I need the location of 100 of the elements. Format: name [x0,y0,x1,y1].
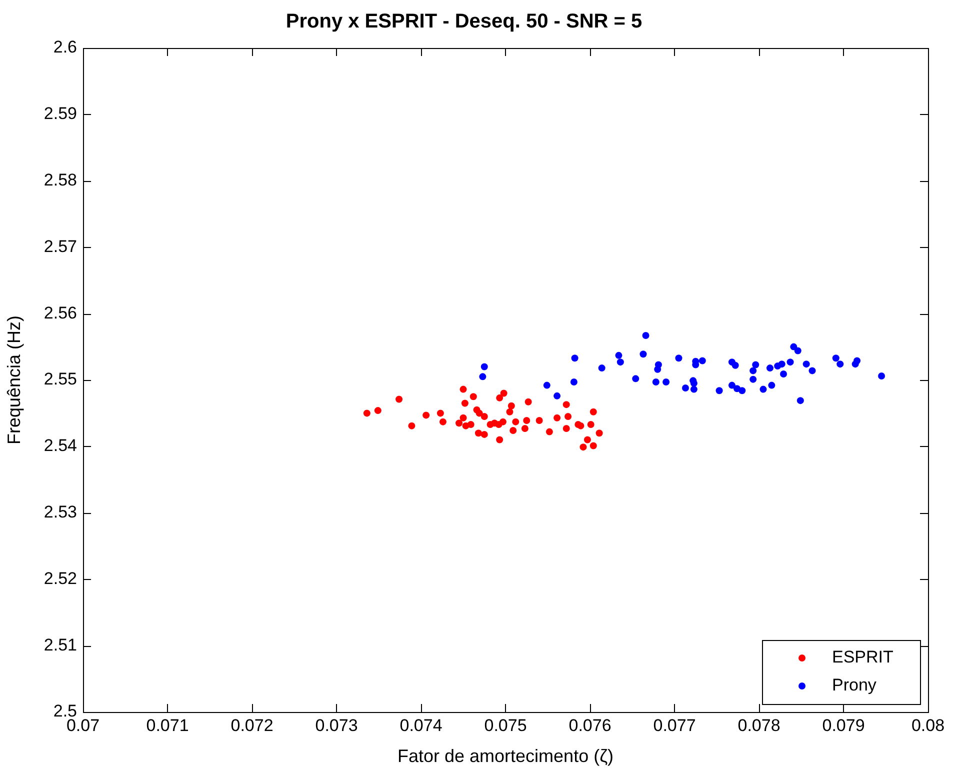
point [675,354,682,362]
point [512,418,520,426]
point [467,420,474,428]
point [760,386,767,393]
point [662,378,670,386]
point [698,357,706,364]
point [738,387,746,394]
point [476,410,483,417]
x-tick-label: 0.077 [653,716,696,735]
point [587,420,594,428]
point [768,382,776,389]
y-tick-label: 2.52 [44,568,77,588]
chart-title: Prony x ESPRIT - Deseq. 50 - SNR = 5 [286,10,642,33]
point [728,382,736,389]
y-tick-label: 2.6 [53,38,77,57]
y-tick-label: 2.59 [44,104,77,124]
point [716,387,723,394]
point [584,436,591,444]
y-tick-label: 2.53 [44,502,77,522]
point [461,400,468,407]
y-axis-title: Frequência (Hz) [4,315,24,445]
y-tick-label: 2.54 [44,436,77,456]
point [654,366,662,373]
point [580,444,587,451]
x-tick-label: 0.072 [230,716,274,735]
point [479,373,486,380]
x-tick-label: 0.07 [66,716,100,735]
x-tick-label: 0.075 [484,716,527,735]
point [474,430,482,437]
point [780,370,788,378]
point [690,386,698,393]
x-axis-title: Fator de amortecimento (ζ) [397,746,614,766]
point [499,418,506,426]
point [408,422,416,430]
point [460,386,467,393]
point [836,360,844,368]
y-tick-label: 2.58 [44,170,77,190]
point [543,382,550,389]
point [596,430,603,437]
point [590,408,597,416]
point [652,378,660,386]
y-tick-label: 2.57 [44,236,77,256]
point [808,367,816,374]
point [554,392,561,400]
point [564,413,572,420]
point [794,347,802,354]
point [496,394,504,402]
point [436,410,444,417]
point [590,442,597,450]
x-tick-label: 0.078 [738,716,780,735]
point [598,364,606,372]
point [470,393,477,400]
point [854,357,861,364]
point [832,354,840,362]
legend-label: Prony [832,676,877,695]
point [802,360,810,368]
point [524,398,532,406]
point [616,358,624,366]
point [766,364,774,372]
point [506,408,514,416]
point [396,396,403,403]
point [615,352,622,359]
point [571,354,578,362]
point [786,358,794,366]
x-tick-label: 0.076 [568,716,612,735]
point [508,402,515,410]
y-tick-label: 2.55 [44,370,77,389]
x-tick-label: 0.074 [400,716,442,735]
point [480,363,488,370]
point [500,390,508,397]
point [374,407,382,414]
legend-label: ESPRIT [832,648,894,667]
point [640,350,647,358]
point [554,414,561,422]
point [422,412,430,419]
point [682,384,689,392]
point [521,424,528,432]
point [732,362,739,369]
point [460,414,467,422]
point [796,397,804,404]
y-tick-label: 2.56 [44,303,77,322]
point [510,426,517,434]
point [632,375,640,382]
x-tick-label: 0.073 [315,716,358,735]
point [752,361,760,368]
point [546,428,553,436]
point [778,360,786,368]
point [570,378,578,386]
point [562,424,570,432]
x-tick-label: 0.079 [822,716,865,735]
point [642,332,650,340]
point [878,372,886,380]
point [363,410,370,417]
point [750,376,757,383]
point [480,413,488,420]
point [750,367,757,374]
point [562,401,570,408]
point [536,417,543,424]
point [439,418,446,426]
point [523,417,530,424]
